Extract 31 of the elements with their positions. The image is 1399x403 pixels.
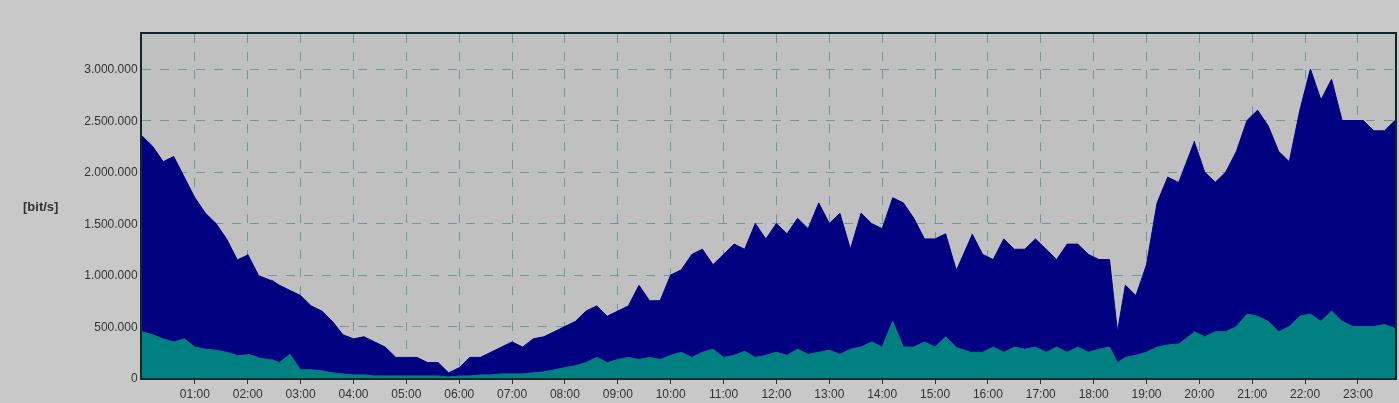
x-tick-label: 23:00 <box>1342 387 1374 402</box>
x-tick-label: 17:00 <box>1025 387 1057 402</box>
x-tick-label: 03:00 <box>285 387 316 402</box>
x-tick-label: 12:00 <box>761 387 792 402</box>
x-tick-label: 16:00 <box>972 387 1004 402</box>
x-tick-label: 04:00 <box>338 387 369 402</box>
x-tick-label: 09:00 <box>602 387 634 402</box>
x-tick-label: 06:00 <box>444 387 475 402</box>
x-tick-label: 22:00 <box>1290 387 1321 402</box>
y-tick-label: 500.000 <box>94 319 138 334</box>
y-tick-label: 0 <box>130 371 138 386</box>
x-tick-label: 02:00 <box>232 387 264 402</box>
x-tick-label: 15:00 <box>920 387 951 402</box>
x-tick-label: 10:00 <box>655 387 687 402</box>
x-tick-label: 19:00 <box>1131 387 1162 402</box>
x-tick-label: 08:00 <box>549 387 581 402</box>
x-tick-label: 05:00 <box>391 387 422 402</box>
y-tick-label: 1.500.000 <box>84 216 138 231</box>
y-tick-label: 2.000.000 <box>84 165 138 180</box>
y-tick-label: 1.000.000 <box>84 268 138 283</box>
x-tick-label: 14:00 <box>867 387 898 402</box>
x-tick-label: 18:00 <box>1078 387 1109 402</box>
x-tick-label: 21:00 <box>1237 387 1268 402</box>
y-tick-label: 2.500.000 <box>84 113 138 128</box>
x-tick-label: 01:00 <box>179 387 211 402</box>
y-axis-title: [bit/s] <box>23 199 59 214</box>
x-tick-label: 07:00 <box>497 387 528 402</box>
x-tick-label: 11:00 <box>708 387 739 402</box>
x-tick-label: 20:00 <box>1184 387 1215 402</box>
x-tick-label: 13:00 <box>814 387 845 402</box>
y-tick-label: 3.000.000 <box>84 62 138 77</box>
